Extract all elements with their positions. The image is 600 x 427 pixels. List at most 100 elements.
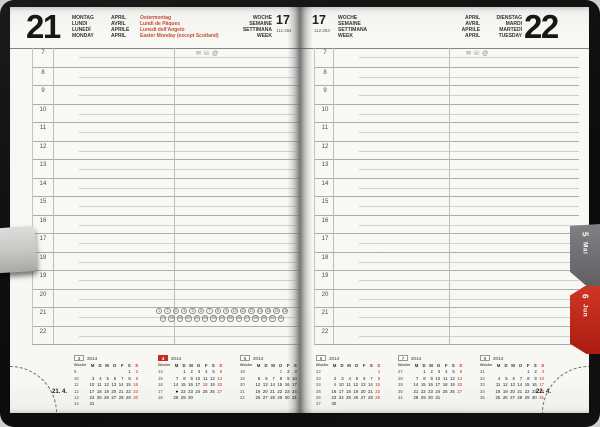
center-divider-line (174, 48, 175, 344)
hour-row: 11 (315, 122, 579, 141)
calendar-week-row: 11 10 11 12 13 14 15 16 (74, 382, 144, 388)
hour-label: 16 (321, 217, 329, 224)
month-tab-jun[interactable]: 6 Jun (570, 286, 600, 354)
calendar-day: 6 (219, 369, 223, 375)
hour-row: 15 (315, 196, 579, 215)
calendar-day: 22 (180, 388, 186, 394)
week-number: 14 (158, 369, 163, 375)
half-hour-line (79, 95, 300, 96)
text-line: LUNEDÌ (72, 26, 91, 33)
calendar-day: 1 (377, 369, 381, 375)
calendar-day: 16 (532, 382, 537, 388)
page-marker-clip[interactable] (0, 225, 38, 274)
calendar-day: 6 (113, 375, 117, 381)
hour-label: 15 (321, 199, 329, 205)
week-number: 20 (240, 382, 245, 388)
week-number: 16 (158, 382, 163, 388)
half-hour-line (359, 224, 579, 226)
half-hour-line (79, 206, 300, 207)
calendar-day: 22 (524, 388, 530, 394)
calendar-day: 12 (255, 382, 261, 388)
calendar-day: 15 (420, 382, 426, 388)
calendar-day: 7 (519, 375, 523, 381)
calendar-day: 25 (495, 394, 501, 400)
text-line: Lundi de Pâques (140, 20, 181, 27)
text-line: APRILE (111, 26, 130, 33)
day-circle: 16 (281, 308, 289, 315)
calendar-week-row: 31 28 29 30 31 (398, 395, 468, 401)
calendar-week-row: 15 7 8 9 10 11 12 13 (158, 376, 228, 382)
calendar-week-row: 32 4 5 6 7 8 9 10 (480, 376, 550, 382)
calendar-day: 18 (297, 382, 300, 388)
day-names: DIENSTAG MARDI MARTEDÌ TUESDAY (483, 15, 522, 40)
hour-label: 18 (321, 254, 329, 261)
year-label: 2014 (411, 355, 422, 361)
calendar-week-row: 22 26 27 28 29 30 31 (240, 395, 300, 401)
calendar-day: 18 (202, 382, 208, 388)
week-number: 13 (74, 394, 79, 400)
half-hour-line (359, 206, 579, 207)
day-circle: 9 (223, 308, 230, 315)
week-column-label: Woche (316, 363, 329, 367)
half-hour-line (359, 169, 579, 170)
calendar-day: 7 (415, 375, 419, 381)
hour-label: 14 (321, 180, 329, 187)
calendar-day: 15 (375, 382, 381, 388)
week-column-label: Woche (158, 363, 171, 367)
calendar-day: 29 (277, 394, 283, 400)
calendar-day: 17 (435, 382, 441, 388)
calendar-day (351, 401, 358, 407)
hour-label: 11 (321, 125, 329, 131)
calendar-day: 28 (173, 394, 179, 400)
day-circle: 15 (273, 308, 280, 315)
month-tab-mai[interactable]: 5 Mai (570, 224, 600, 286)
day-circle: 20 (185, 315, 192, 322)
hour-row: 19 (33, 270, 300, 289)
calendar-week-row: 27 30 (316, 401, 386, 407)
calendar-day (336, 401, 343, 407)
text-line: WEEK (338, 32, 353, 39)
calendar-day: 2 (333, 375, 337, 381)
calendar-day: 5 (257, 375, 261, 381)
calendar-day (365, 401, 372, 407)
calendar-day: 11 (443, 375, 448, 381)
calendar-day: 7 (370, 375, 373, 381)
hour-label: 14 (39, 180, 47, 187)
hour-row: 16 (33, 214, 300, 234)
week-column-label: Woche (74, 363, 87, 367)
calendar-day: 15 (277, 382, 283, 388)
calendar-day: 12 (450, 375, 455, 381)
calendar-day: 18 (442, 382, 448, 388)
hour-row: 7 (315, 48, 579, 67)
half-hour-line (79, 224, 300, 226)
weekday-letter: S (211, 363, 215, 368)
calendar-day: 11 (346, 382, 351, 388)
calendar-day: 19 (502, 388, 508, 394)
text-line: MARDI (505, 20, 522, 27)
calendar-day: 2 (430, 369, 433, 375)
calendar-day: 23 (133, 388, 139, 394)
calendar-day: 17 (338, 388, 344, 394)
calendar-day: 29 (375, 394, 381, 400)
calendar-day: 9 (333, 382, 337, 388)
calendar-day: 24 (338, 394, 344, 400)
week-number: 27 (398, 369, 403, 375)
weekday-letter: M (90, 363, 95, 368)
calendar-day: 4 (348, 375, 351, 381)
calendar-day: 31 (539, 394, 545, 400)
text-line: APRIL (111, 15, 126, 21)
half-hour-line (79, 243, 300, 244)
text-line: AVRIL (465, 20, 480, 27)
hour-label: 22 (39, 328, 47, 335)
calendar-day: 17 (89, 388, 95, 394)
calendar-week-row: 23 2 3 4 5 6 7 8 (316, 376, 386, 382)
calendar-day: 2 (135, 369, 139, 375)
calendar-day: 29 (126, 394, 131, 400)
tab-month-label: Mai (581, 242, 589, 255)
text-line: LUNDI (72, 20, 88, 27)
day-circle: 23 (210, 315, 217, 322)
weekday-letter: M (429, 363, 433, 368)
